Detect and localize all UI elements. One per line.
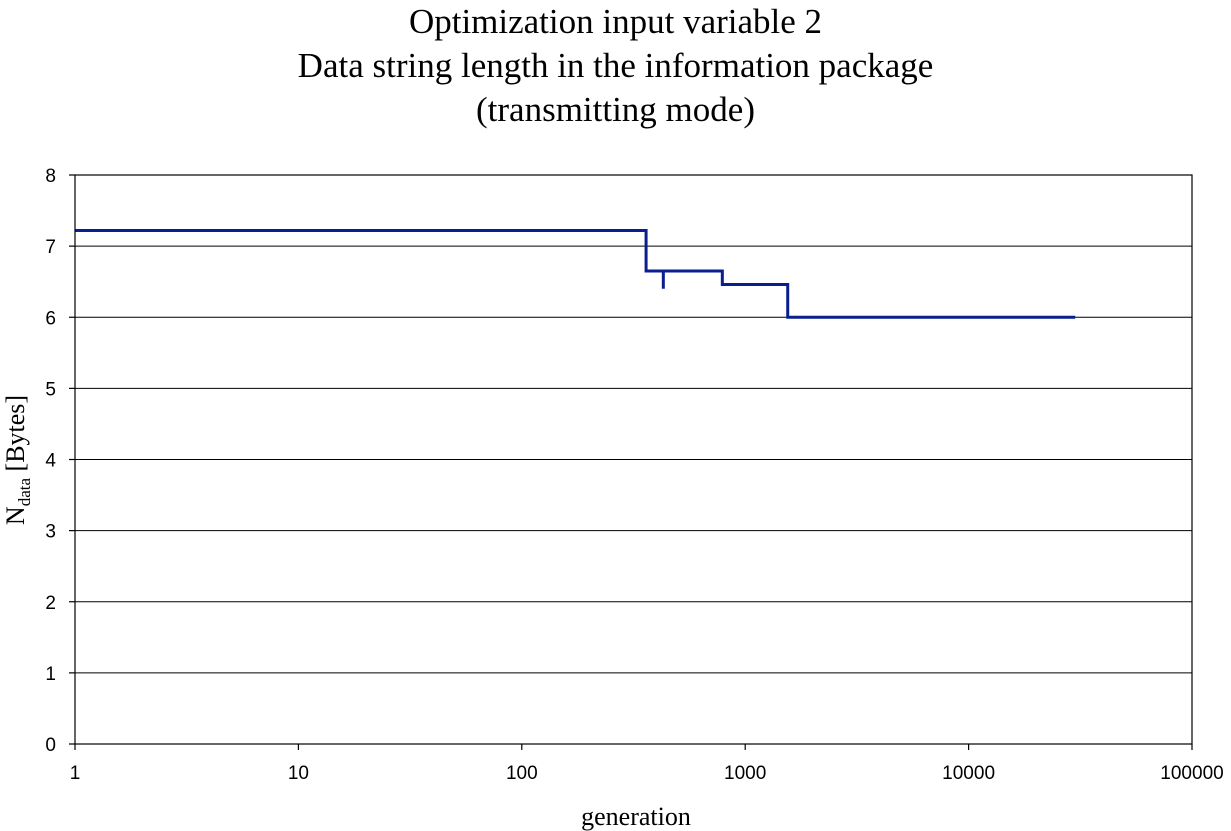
y-tick-label: 4 — [45, 451, 56, 472]
y-tick-label: 6 — [45, 308, 56, 329]
x-tick-label: 10 — [288, 763, 309, 784]
x-tick-label: 100 — [506, 763, 538, 784]
y-tick-label: 8 — [45, 166, 56, 187]
x-tick-label: 1 — [70, 763, 81, 784]
x-tick-label: 1000 — [724, 763, 766, 784]
x-tick-label: 100000 — [1160, 763, 1223, 784]
axes — [69, 174, 1193, 750]
y-axis-label-subscript: data — [15, 478, 34, 507]
y-axis-label-main: N — [1, 506, 30, 525]
chart-title-line-1: Optimization input variable 2 — [408, 2, 823, 41]
x-axis-label: generation — [581, 802, 691, 831]
y-tick-label: 0 — [45, 735, 56, 756]
chart-title-line-3: (transmitting mode) — [476, 90, 755, 129]
y-tick-label: 2 — [45, 593, 56, 614]
grid-lines — [75, 245, 1192, 674]
x-tick-label: 10000 — [942, 763, 995, 784]
y-tick-label: 1 — [45, 664, 56, 685]
y-axis-label-suffix: [Bytes] — [1, 395, 30, 478]
series-layer — [75, 228, 1076, 319]
series-line — [75, 228, 1076, 319]
chart-title: Optimization input variable 2 Data strin… — [0, 0, 1231, 132]
chart-title-line-2: Data string length in the information pa… — [297, 46, 934, 85]
y-tick-label: 7 — [45, 237, 56, 258]
y-tick-label: 5 — [45, 379, 56, 400]
y-axis-label: Ndata [Bytes] — [1, 395, 34, 525]
y-tick-label: 3 — [45, 522, 56, 543]
